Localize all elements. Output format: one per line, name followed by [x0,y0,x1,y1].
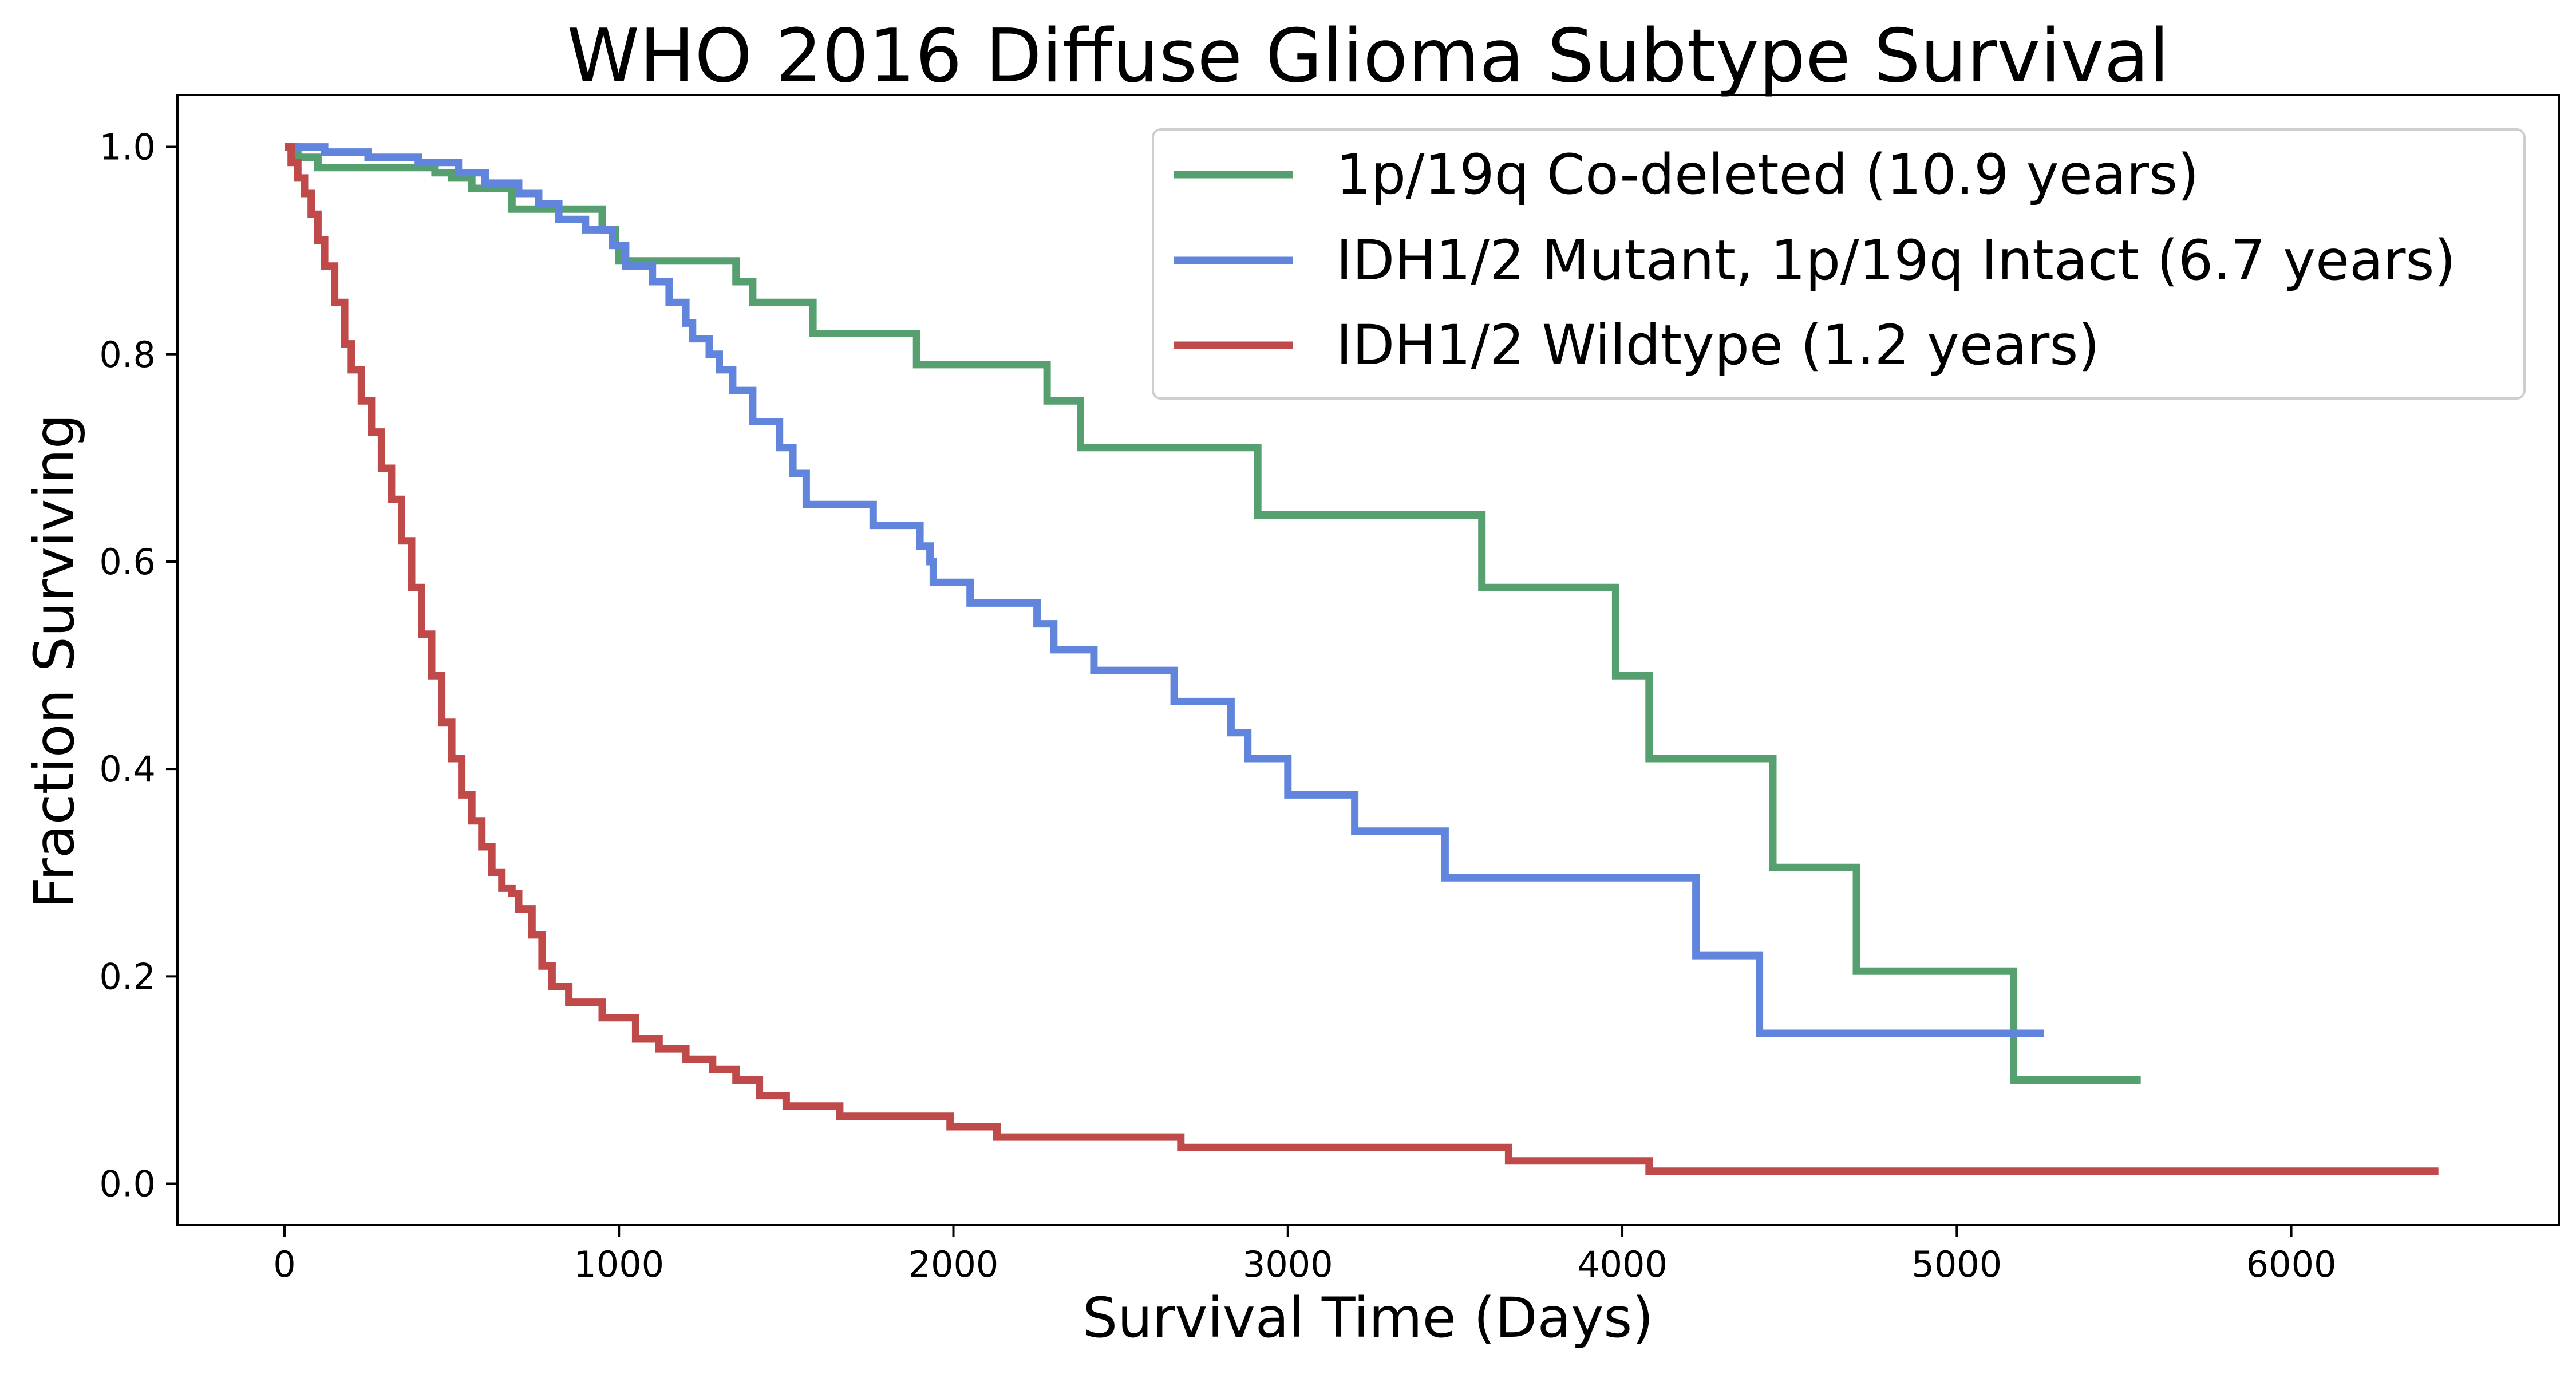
x-axis-label: Survival Time (Days) [1082,1286,1654,1350]
x-axis: 0 1000 2000 3000 4000 5000 6000 [273,1225,2336,1285]
y-axis-label: Fraction Surviving [22,414,86,909]
plot-series [285,143,2439,1175]
y-tick-label: 0.4 [99,748,156,790]
chart-title: WHO 2016 Diffuse Glioma Subtype Survival [567,14,2170,99]
chart-legend: 1p/19q Co-deleted (10.9 years) IDH1/2 Mut… [1152,128,2526,400]
series-line-1 [285,143,2141,1084]
plot-frame [176,94,2560,1226]
y-tick-label: 0.0 [99,1163,156,1205]
y-axis: 0.0 0.2 0.4 0.6 0.8 1.0 [99,127,177,1205]
x-tick-label: 2000 [908,1243,999,1285]
x-tick-label: 4000 [1577,1243,1668,1285]
legend-label-3: IDH1/2 Wildtype (1.2 years) [1336,313,2100,377]
y-tick-label: 0.6 [99,541,156,583]
series-line-2 [285,143,2044,1037]
x-tick-label: 6000 [2246,1243,2337,1285]
y-tick-label: 1.0 [99,127,156,168]
x-tick-label: 3000 [1243,1243,1333,1285]
x-tick-label: 0 [273,1243,295,1285]
legend-label-1: 1p/19q Co-deleted (10.9 years) [1336,143,2199,207]
legend-label-2: IDH1/2 Mutant, 1p/19q Intact (6.7 years) [1336,228,2456,293]
legend-box [1152,128,2526,400]
x-tick-label: 5000 [1911,1243,2002,1285]
y-tick-label: 0.8 [99,334,156,376]
y-tick-label: 0.2 [99,956,156,997]
series-line-3 [285,143,2439,1175]
x-tick-label: 1000 [574,1243,664,1285]
